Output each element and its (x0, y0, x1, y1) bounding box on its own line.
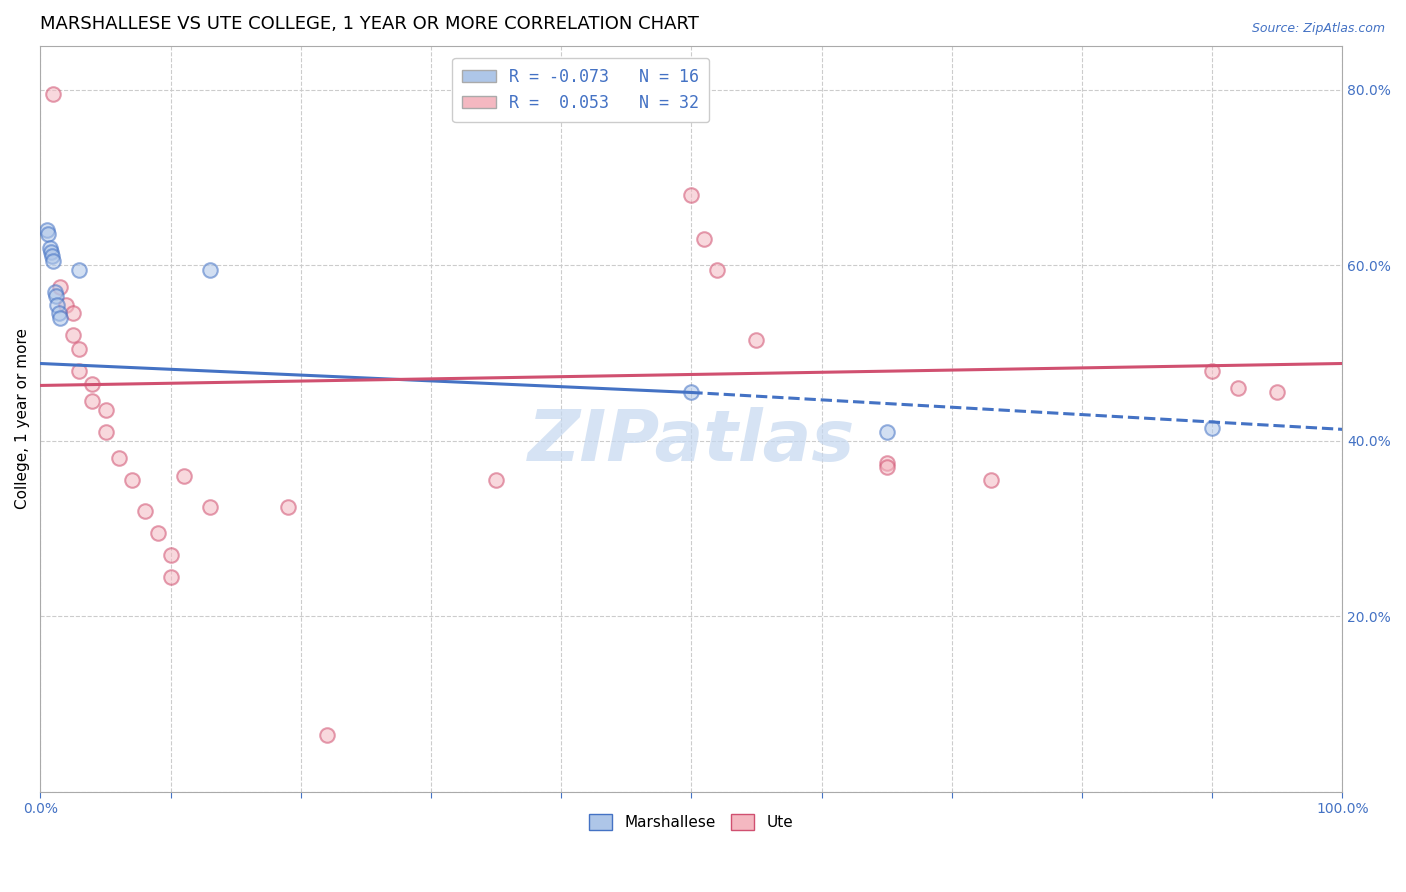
Point (876, 460, 898, 475)
Point (681, 188, 703, 202)
Point (706, 262, 728, 277)
Point (62, 306, 84, 320)
Point (94, 403, 117, 417)
Point (45, 289, 67, 303)
Point (107, 451, 129, 466)
Point (48, 306, 70, 320)
Point (49, 280, 72, 294)
Point (485, 473, 508, 487)
Point (69, 262, 91, 277)
Point (55, 298, 77, 312)
Point (46, 298, 69, 312)
Point (681, 385, 703, 400)
Point (159, 548, 181, 562)
Y-axis label: College, 1 year or more: College, 1 year or more (15, 328, 30, 509)
Point (42, 253, 65, 268)
Point (82, 394, 104, 409)
Text: ZIPatlas: ZIPatlas (527, 407, 855, 475)
Point (42, 87, 65, 101)
Point (980, 473, 1002, 487)
Point (37, 227, 59, 242)
Point (94, 425, 117, 439)
Point (121, 473, 143, 487)
Point (315, 728, 337, 742)
Point (1227, 381, 1250, 395)
Point (173, 469, 195, 483)
Text: Source: ZipAtlas.com: Source: ZipAtlas.com (1251, 22, 1385, 36)
Point (49, 310, 72, 325)
Point (82, 376, 104, 391)
Point (876, 425, 898, 439)
Point (876, 456, 898, 470)
Point (62, 328, 84, 343)
Point (198, 262, 221, 277)
Point (69, 363, 91, 377)
Point (38, 241, 60, 255)
Point (44, 285, 66, 299)
Point (39, 245, 62, 260)
Point (198, 500, 221, 514)
Point (1265, 385, 1288, 400)
Point (693, 232, 716, 246)
Point (134, 504, 156, 518)
Point (41, 249, 63, 263)
Point (146, 525, 169, 540)
Point (1201, 363, 1223, 377)
Point (745, 333, 768, 347)
Point (69, 342, 91, 356)
Point (159, 570, 181, 584)
Point (1201, 420, 1223, 434)
Text: MARSHALLESE VS UTE COLLEGE, 1 YEAR OR MORE CORRELATION CHART: MARSHALLESE VS UTE COLLEGE, 1 YEAR OR MO… (41, 15, 699, 33)
Point (35, 223, 58, 237)
Point (277, 500, 299, 514)
Legend: Marshallese, Ute: Marshallese, Ute (583, 808, 799, 837)
